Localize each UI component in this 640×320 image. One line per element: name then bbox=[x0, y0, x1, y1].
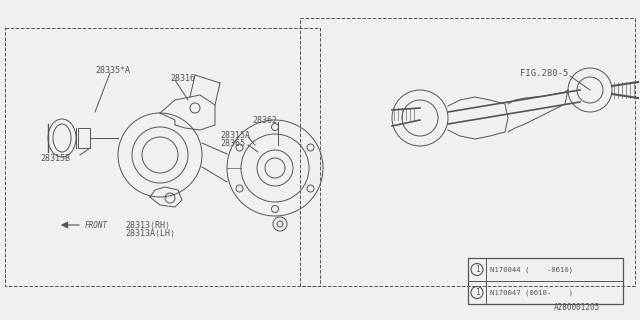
Text: A280001205: A280001205 bbox=[554, 303, 600, 312]
Text: 28313⟨RH⟩: 28313⟨RH⟩ bbox=[125, 220, 170, 229]
Text: 28335*A: 28335*A bbox=[95, 66, 130, 75]
Text: 28315B: 28315B bbox=[40, 154, 70, 163]
Text: 1: 1 bbox=[475, 288, 479, 297]
Bar bbox=[300, 18, 635, 286]
Text: FIG.280-5: FIG.280-5 bbox=[520, 68, 568, 77]
Text: N170047 (0610-    ): N170047 (0610- ) bbox=[490, 289, 573, 296]
Text: 28362: 28362 bbox=[252, 116, 277, 124]
Text: FRONT: FRONT bbox=[85, 220, 108, 229]
Text: 28313A⟨LH⟩: 28313A⟨LH⟩ bbox=[125, 228, 175, 237]
Bar bbox=[5, 28, 320, 286]
Text: N170044 (    -0610): N170044 ( -0610) bbox=[490, 266, 573, 273]
Text: 1: 1 bbox=[475, 265, 479, 274]
Text: 28316: 28316 bbox=[170, 74, 195, 83]
Text: 28315A: 28315A bbox=[220, 131, 250, 140]
Bar bbox=[78, 128, 90, 148]
Text: 28365: 28365 bbox=[220, 139, 245, 148]
Bar bbox=[468, 258, 623, 304]
